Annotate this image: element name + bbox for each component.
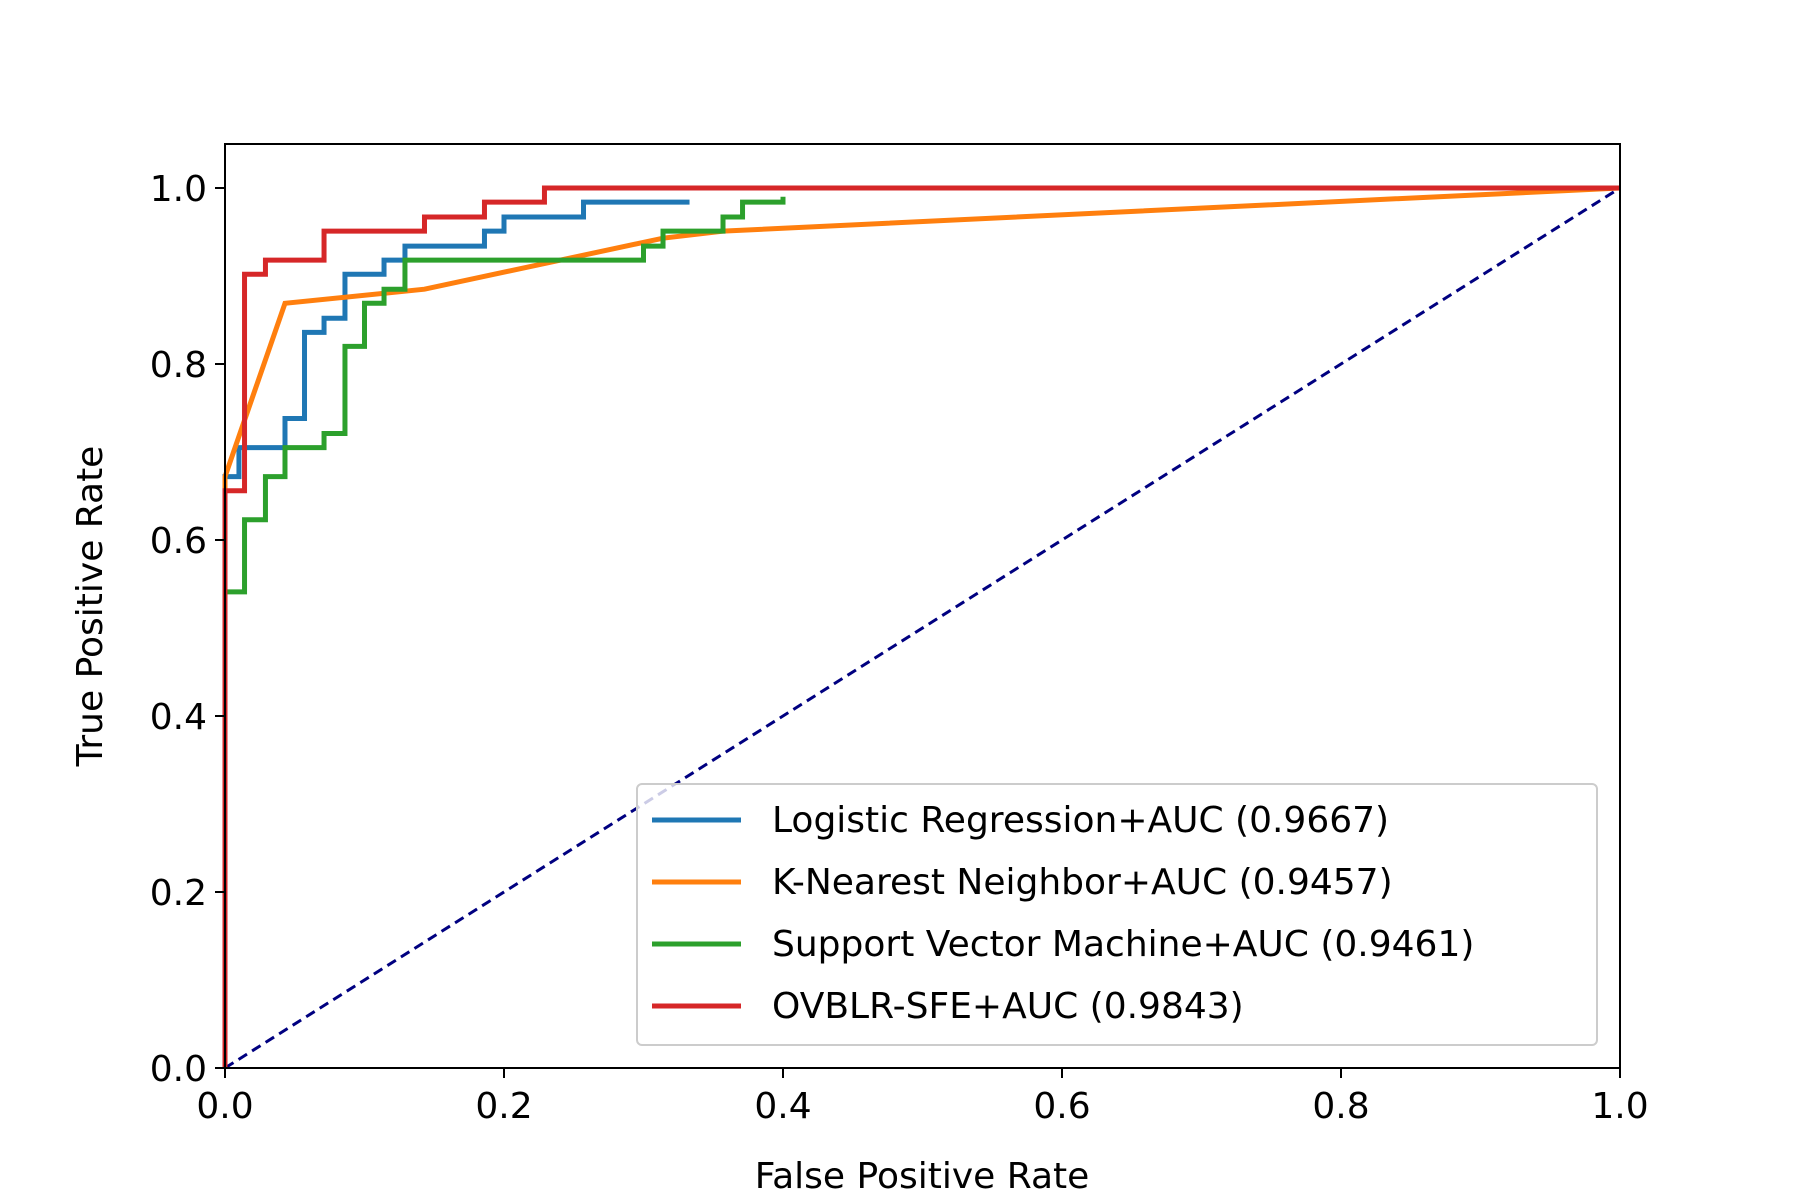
reference-diagonal-line [224, 186, 1621, 1070]
legend-label-1: Logistic Regression+AUC (0.9667) [772, 800, 1389, 841]
x-axis: 0.0 0.2 0.4 0.6 0.8 1.0 [196, 1068, 1649, 1127]
x-tick-label: 0.2 [475, 1086, 532, 1127]
y-axis-label: True Positive Rate [70, 446, 111, 768]
series-line-3 [222, 196, 786, 1068]
y-tick-label: 1.0 [150, 169, 207, 210]
legend-label-3: Support Vector Machine+AUC (0.9461) [772, 924, 1474, 965]
series-line-4 [222, 185, 1620, 1068]
y-tick-label: 0.0 [150, 1049, 207, 1090]
legend-label-2: K-Nearest Neighbor+AUC (0.9457) [772, 862, 1393, 903]
x-axis-label: False Positive Rate [755, 1156, 1090, 1197]
legend-box [636, 783, 1598, 1046]
legend: Logistic Regression+AUC (0.9667) K-Neares… [636, 783, 1598, 1046]
x-tick-label: 0.8 [1312, 1086, 1369, 1127]
y-tick-label: 0.2 [150, 873, 207, 914]
x-tick-label: 0.0 [196, 1086, 253, 1127]
plot-frame [224, 143, 1621, 1069]
y-tick-label: 0.8 [150, 345, 207, 386]
x-tick-label: 0.4 [754, 1086, 811, 1127]
x-tick-label: 0.6 [1033, 1086, 1090, 1127]
y-axis: 0.0 0.2 0.4 0.6 0.8 1.0 [150, 169, 225, 1090]
y-tick-label: 0.4 [150, 697, 207, 738]
series-line-1 [222, 199, 690, 1068]
legend-label-4: OVBLR-SFE+AUC (0.9843) [772, 986, 1244, 1027]
x-tick-label: 1.0 [1591, 1086, 1648, 1127]
y-tick-label: 0.6 [150, 521, 207, 562]
